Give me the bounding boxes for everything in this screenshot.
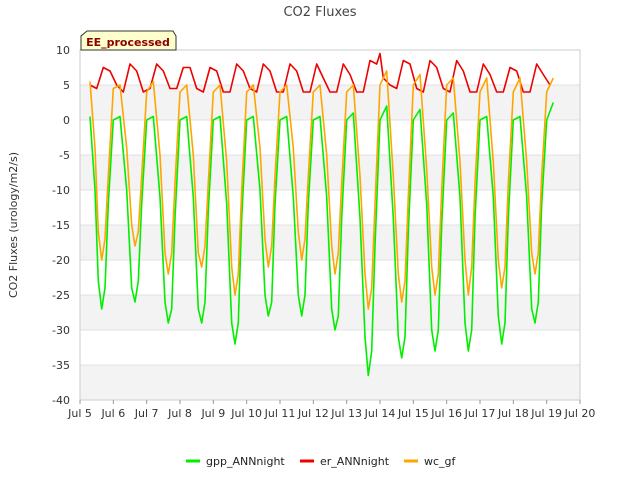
x-tick-label: Jul 18 bbox=[497, 407, 529, 420]
legend-label-gpp_ANNnight: gpp_ANNnight bbox=[206, 455, 285, 468]
y-tick-label: -5 bbox=[59, 149, 70, 162]
x-tick-label: Jul 8 bbox=[167, 407, 192, 420]
x-tick-label: Jul 14 bbox=[364, 407, 396, 420]
legend-label-er_ANNnight: er_ANNnight bbox=[320, 455, 390, 468]
legend: gpp_ANNnight er_ANNnight wc_gf bbox=[186, 455, 457, 468]
x-tick-label: Jul 20 bbox=[564, 407, 596, 420]
y-tick-label: -25 bbox=[52, 289, 70, 302]
y-tick-label: 5 bbox=[63, 79, 70, 92]
x-tick-label: Jul 17 bbox=[464, 407, 496, 420]
legend-label-wc_gf: wc_gf bbox=[424, 455, 457, 468]
y-tick-label: -40 bbox=[52, 394, 70, 407]
badge-shape bbox=[80, 30, 177, 51]
series-line-gpp_ANNnight bbox=[89, 102, 555, 377]
x-tick-label: Jul 15 bbox=[397, 407, 429, 420]
x-tick-label: Jul 11 bbox=[264, 407, 296, 420]
background-bands bbox=[80, 85, 580, 400]
x-tick-label: Jul 10 bbox=[230, 407, 262, 420]
x-tick-label: Jul 5 bbox=[67, 407, 92, 420]
y-axis-title: CO2 Fluxes (urology/m2/s) bbox=[7, 152, 20, 298]
y-tick-label: 0 bbox=[63, 114, 70, 127]
y-tick-label: -20 bbox=[52, 254, 70, 267]
series-line-wc_gf bbox=[89, 70, 555, 310]
y-tick-label: 10 bbox=[56, 44, 70, 57]
badge-label: EE_processed bbox=[86, 36, 170, 49]
x-tick-label: Jul 7 bbox=[134, 407, 159, 420]
series-line-er_ANNnight bbox=[89, 52, 551, 93]
band bbox=[80, 295, 580, 330]
x-tick-label: Jul 13 bbox=[330, 407, 362, 420]
y-tick-label: -30 bbox=[52, 324, 70, 337]
x-tick-label: Jul 16 bbox=[430, 407, 462, 420]
x-tick-label: Jul 19 bbox=[530, 407, 562, 420]
band bbox=[80, 365, 580, 400]
y-tick-label: -15 bbox=[52, 219, 70, 232]
chart-title: CO2 Fluxes bbox=[283, 5, 356, 20]
y-tick-label: -10 bbox=[52, 184, 70, 197]
series-lines bbox=[89, 52, 555, 377]
x-tick-label: Jul 6 bbox=[100, 407, 125, 420]
badge: EE_processed bbox=[80, 30, 177, 51]
x-tick-label: Jul 9 bbox=[200, 407, 225, 420]
y-tick-label: -35 bbox=[52, 359, 70, 372]
band bbox=[80, 155, 580, 190]
x-tick-label: Jul 12 bbox=[297, 407, 329, 420]
plot-area bbox=[79, 49, 581, 401]
y-axis-ticks: 10 5 0 -5 -10 -15 -20 -25 -30 -35 -40 bbox=[52, 44, 70, 407]
x-axis-ticks: Jul 5 Jul 6 Jul 7 Jul 8 Jul 9 Jul 10 Jul 11 Jul… bbox=[67, 400, 595, 420]
